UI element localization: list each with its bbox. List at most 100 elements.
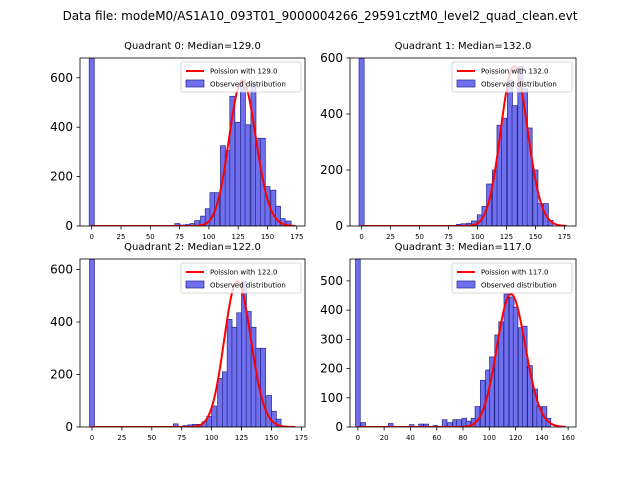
- y-tick-label: 400: [320, 107, 343, 121]
- histogram-bar: [89, 259, 95, 427]
- x-tick-label: 150: [265, 434, 278, 442]
- x-tick-label: 80: [459, 434, 468, 442]
- y-tick-label: 200: [50, 170, 73, 184]
- legend: Poission with 122.0 Observed distribution: [180, 262, 302, 294]
- panel-title: Quadrant 1: Median=132.0: [395, 41, 532, 52]
- y-tick-label: 600: [320, 51, 343, 65]
- x-tick-label: 175: [290, 233, 303, 241]
- histogram-bar: [240, 79, 246, 226]
- histogram-bar: [209, 192, 216, 226]
- legend-label-poisson: Poission with 122.0: [210, 269, 278, 277]
- histogram-bar: [222, 371, 228, 427]
- legend-label-poisson: Poission with 129.0: [210, 68, 278, 76]
- histogram-bar: [355, 259, 361, 427]
- histogram-bar: [266, 395, 272, 427]
- histogram-bar: [244, 124, 251, 226]
- y-tick-label: 0: [65, 420, 73, 434]
- legend-bar-swatch: [185, 79, 205, 88]
- histogram-bar: [172, 423, 179, 427]
- histogram-bar: [231, 326, 238, 427]
- legend-box: [451, 61, 573, 93]
- x-tick-label: 50: [415, 233, 424, 241]
- legend-label-observed: Observed distribution: [210, 81, 286, 89]
- legend-label-observed: Observed distribution: [481, 282, 557, 290]
- histogram-bar: [358, 58, 365, 226]
- x-tick-label: 160: [561, 434, 574, 442]
- histogram-bar: [250, 82, 257, 226]
- y-tick-label: 200: [320, 362, 343, 376]
- axes-frame: [79, 57, 306, 227]
- histogram-bar: [217, 378, 223, 427]
- y-tick-label: 200: [320, 163, 343, 177]
- legend-box: [180, 61, 302, 93]
- legend: Poission with 132.0 Observed distribution: [451, 61, 573, 93]
- y-tick-label: 600: [50, 71, 73, 85]
- legend-bar-swatch: [456, 79, 476, 88]
- axes-frame: [79, 258, 306, 428]
- x-tick-label: 140: [535, 434, 548, 442]
- quadrant-2-panel: Quadrant 2: Median=122.0 0 25 50 75 100 125 150…: [50, 242, 308, 442]
- axes-frame: [349, 57, 577, 227]
- legend-label-observed: Observed distribution: [210, 282, 286, 290]
- histogram-bar: [226, 319, 233, 427]
- legend-label-poisson: Poission with 117.0: [481, 269, 549, 277]
- x-tick-label: 60: [432, 434, 441, 442]
- x-tick-label: 75: [175, 233, 184, 241]
- histogram-bar: [489, 356, 495, 427]
- legend-label-observed: Observed distribution: [481, 81, 557, 89]
- histogram-bar: [456, 419, 462, 427]
- histogram-bar: [527, 365, 533, 427]
- legend-box: [180, 262, 302, 294]
- histogram-bar: [260, 347, 266, 427]
- x-tick-label: 100: [202, 233, 215, 241]
- y-tick-label: 0: [335, 420, 343, 434]
- legend-label-poisson: Poission with 132.0: [481, 68, 549, 76]
- histogram-bar: [465, 420, 471, 427]
- x-tick-label: 40: [406, 434, 415, 442]
- figure-title: Data file: modeM0/AS1A10_093T01_90000042…: [63, 9, 578, 23]
- x-tick-label: 25: [386, 233, 395, 241]
- x-tick-label: 50: [146, 233, 155, 241]
- y-tick-label: 400: [50, 315, 73, 329]
- histogram-bar: [235, 121, 242, 226]
- plot-area: [88, 58, 296, 226]
- x-tick-label: 0: [89, 233, 93, 241]
- x-tick-label: 75: [177, 434, 186, 442]
- x-tick-label: 0: [356, 434, 360, 442]
- x-tick-label: 150: [529, 233, 542, 241]
- histogram-bar: [409, 424, 415, 427]
- y-tick-label: 400: [50, 120, 73, 134]
- x-tick-label: 125: [500, 233, 513, 241]
- histogram-bar: [275, 418, 282, 427]
- histogram-bar: [88, 58, 95, 226]
- y-tick-label: 100: [320, 391, 343, 405]
- x-tick-label: 125: [235, 434, 248, 442]
- quadrant-0-panel: Quadrant 0: Median=129.0 0 25 50 75 100 125 150…: [50, 41, 306, 241]
- x-tick-label: 175: [558, 233, 571, 241]
- y-tick-label: 500: [320, 274, 343, 288]
- y-tick-label: 600: [50, 263, 73, 277]
- x-tick-label: 100: [483, 434, 496, 442]
- y-tick-label: 0: [335, 219, 343, 233]
- quadrant-3-panel: Quadrant 3: Median=117.0 0 20 40 60 80 100 120 1…: [320, 242, 577, 442]
- histogram-bar: [275, 205, 281, 226]
- histogram-bar: [511, 105, 518, 226]
- x-tick-label: 20: [380, 434, 389, 442]
- histogram-bar: [503, 293, 510, 427]
- legend: Poission with 117.0 Observed distribution: [451, 262, 573, 294]
- histogram-bar: [532, 169, 539, 226]
- x-tick-label: 50: [147, 434, 156, 442]
- y-tick-label: 200: [50, 368, 73, 382]
- histogram-bar: [501, 117, 508, 226]
- histogram-bar: [229, 95, 236, 226]
- panel-title: Quadrant 3: Median=117.0: [395, 242, 532, 253]
- histogram-bar: [512, 306, 519, 427]
- histogram-bar: [441, 419, 448, 427]
- x-tick-label: 150: [261, 233, 274, 241]
- panel-title: Quadrant 0: Median=129.0: [124, 41, 261, 52]
- histogram-bar: [486, 183, 492, 226]
- legend-box: [451, 262, 573, 294]
- x-tick-label: 25: [117, 434, 126, 442]
- x-tick-label: 75: [444, 233, 453, 241]
